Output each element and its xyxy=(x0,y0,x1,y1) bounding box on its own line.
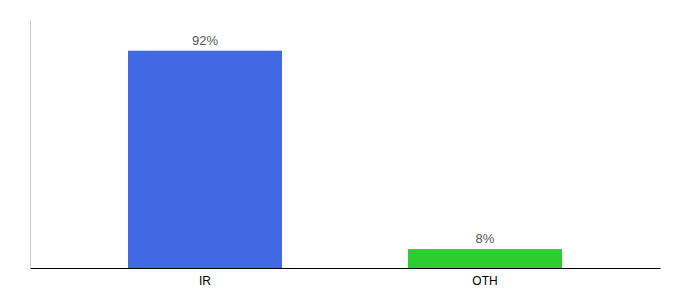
data-labels: 92% 8% xyxy=(192,33,495,246)
tick: OTH xyxy=(472,274,497,288)
plot-area: IR OTH 92% 8% xyxy=(31,21,661,288)
bar xyxy=(128,51,282,268)
tick-label: IR xyxy=(199,274,211,288)
axis-line xyxy=(30,21,31,269)
bar xyxy=(408,249,562,268)
category-axis: IR OTH xyxy=(31,269,661,288)
chart: IR OTH 92% 8% xyxy=(0,0,680,300)
axis-line xyxy=(31,268,661,269)
bars xyxy=(128,51,562,268)
value-axis xyxy=(30,21,31,269)
data-label: 92% xyxy=(192,33,218,48)
tick: IR xyxy=(199,274,211,288)
tick-label: OTH xyxy=(472,274,497,288)
data-label: 8% xyxy=(476,231,495,246)
